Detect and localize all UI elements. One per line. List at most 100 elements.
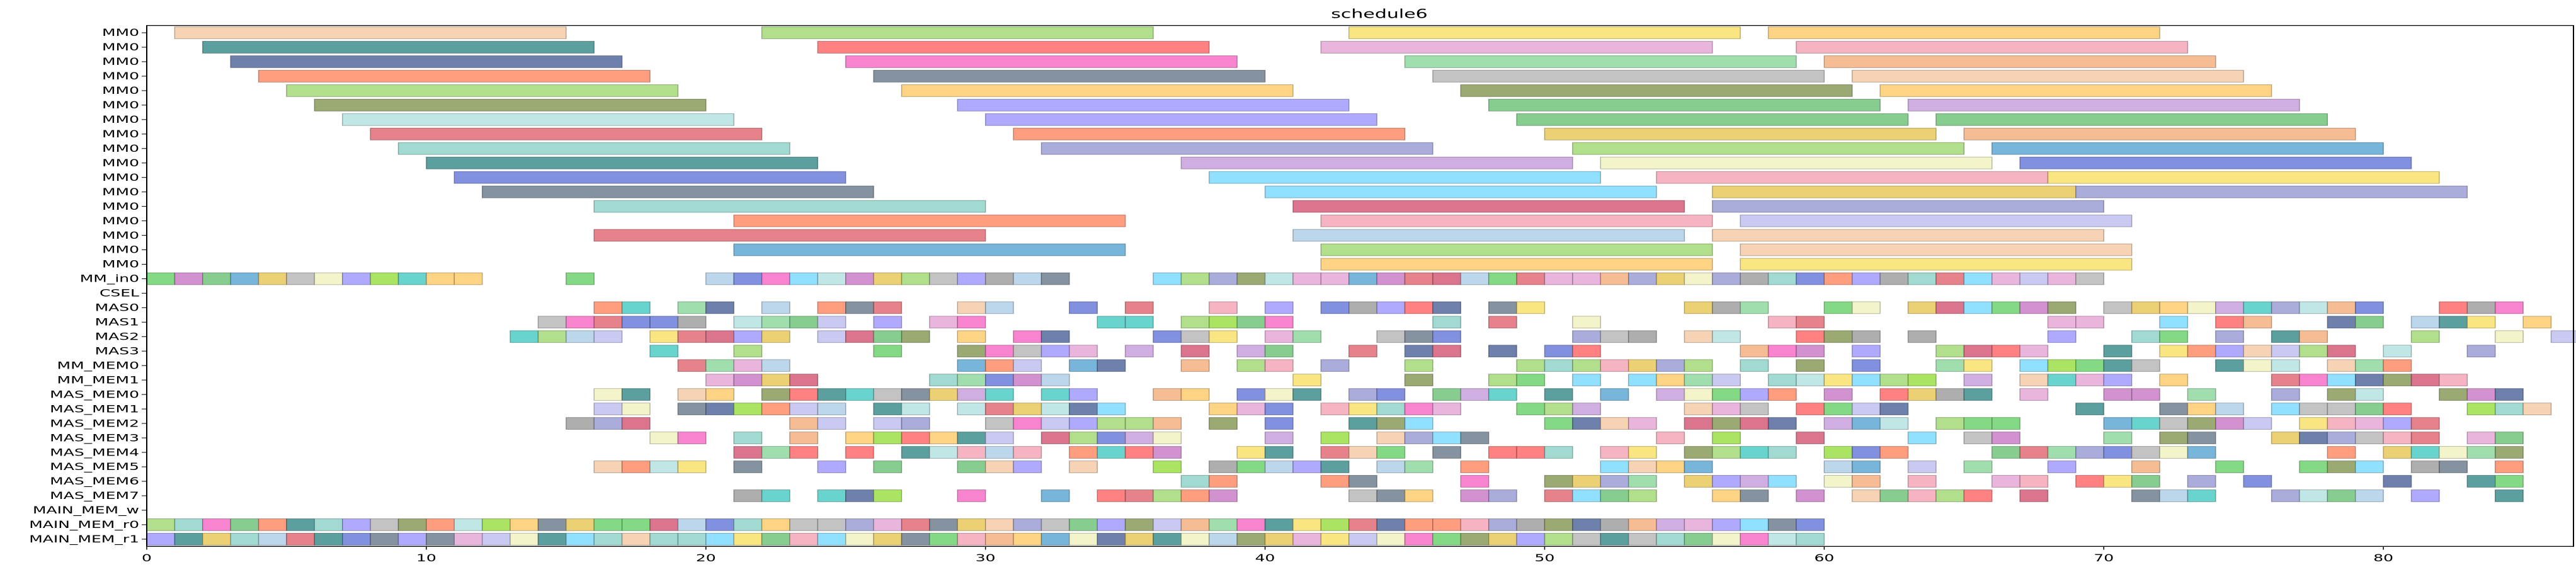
unit-op-bar: [2019, 374, 2049, 387]
unit-op-bar: [1153, 330, 1182, 343]
unit-op-bar: [1404, 330, 1433, 343]
main-mem-op-bar: [1013, 532, 1042, 546]
unit-op-bar: [2159, 403, 2189, 416]
unit-op-bar: [2075, 403, 2104, 416]
main-mem-op-bar: [1292, 518, 1322, 531]
unit-op-bar: [873, 330, 903, 343]
mm0-op-bar: [230, 55, 623, 68]
main-mem-op-bar: [1124, 532, 1154, 546]
unit-op-bar: [1823, 388, 1853, 401]
unit-op-bar: [1935, 345, 1965, 358]
unit-op-bar: [2271, 490, 2300, 502]
mm-in0-op-bar: [901, 272, 930, 285]
unit-op-bar: [2439, 316, 2468, 329]
unit-op-bar: [1124, 490, 1154, 502]
mm-in0-op-bar: [1767, 272, 1797, 285]
unit-op-bar: [2327, 374, 2356, 387]
unit-op-bar: [2327, 461, 2356, 473]
mm-in0-op-bar: [1852, 272, 1881, 285]
unit-op-bar: [1544, 417, 1573, 430]
mm-in0-op-bar: [1935, 272, 1965, 285]
main-mem-op-bar: [481, 532, 511, 546]
unit-op-bar: [1627, 475, 1657, 488]
main-mem-op-bar: [342, 532, 371, 546]
unit-op-bar: [2495, 388, 2524, 401]
main-mem-op-bar: [677, 532, 707, 546]
mm-in0-op-bar: [845, 272, 874, 285]
unit-op-bar: [1684, 446, 1713, 459]
main-mem-op-bar: [1124, 518, 1154, 531]
unit-op-bar: [2103, 432, 2133, 444]
unit-op-bar: [1376, 432, 1406, 444]
unit-op-bar: [2355, 417, 2384, 430]
unit-op-bar: [1656, 388, 1685, 401]
unit-op-bar: [1013, 417, 1042, 430]
unit-op-bar: [1013, 330, 1042, 343]
y-tick-label: MAS_MEM6: [50, 475, 139, 488]
unit-op-bar: [1264, 316, 1294, 329]
unit-op-bar: [2103, 345, 2133, 358]
main-mem-op-bar: [1236, 518, 1266, 531]
mm-in0-op-bar: [2019, 272, 2049, 285]
unit-op-bar: [984, 374, 1014, 387]
unit-op-bar: [1572, 359, 1601, 372]
unit-op-bar: [2159, 432, 2189, 444]
main-mem-op-bar: [1209, 532, 1238, 546]
y-tick-label: MM0: [102, 142, 139, 154]
x-tick-label: 50: [1535, 551, 1555, 563]
unit-op-bar: [817, 316, 846, 329]
mm0-op-bar: [314, 98, 707, 112]
unit-op-bar: [1013, 403, 1042, 416]
unit-op-bar: [1879, 446, 1909, 459]
y-tick-label: MM0: [102, 229, 139, 241]
main-mem-op-bar: [1740, 518, 1769, 531]
unit-op-bar: [1097, 403, 1126, 416]
unit-op-bar: [789, 374, 819, 387]
unit-op-bar: [1264, 432, 1294, 444]
unit-op-bar: [1236, 359, 1266, 372]
unit-op-bar: [677, 330, 707, 343]
mm0-op-bar: [1712, 200, 2104, 213]
main-mem-op-bar: [1767, 518, 1797, 531]
mm0-op-bar: [1180, 156, 1573, 169]
unit-op-bar: [761, 330, 790, 343]
unit-op-bar: [1124, 446, 1154, 459]
unit-op-bar: [1767, 316, 1797, 329]
unit-op-bar: [1991, 432, 2020, 444]
unit-op-bar: [1209, 490, 1238, 502]
unit-op-bar: [2131, 461, 2160, 473]
main-mem-op-bar: [1376, 532, 1406, 546]
mm-in0-op-bar: [1991, 272, 2020, 285]
mm0-op-bar: [1823, 55, 2216, 68]
unit-op-bar: [2159, 374, 2189, 387]
main-mem-op-bar: [621, 532, 651, 546]
unit-op-bar: [677, 432, 707, 444]
main-mem-op-bar: [901, 518, 930, 531]
unit-op-bar: [733, 403, 763, 416]
mm0-op-bar: [1907, 98, 2300, 112]
mm-in0-op-bar: [1348, 272, 1377, 285]
unit-op-bar: [1320, 432, 1350, 444]
unit-op-bar: [1572, 403, 1601, 416]
mm0-op-bar: [426, 156, 819, 169]
mm0-op-bar: [202, 41, 595, 54]
unit-op-bar: [1320, 461, 1350, 473]
main-mem-op-bar: [1544, 532, 1573, 546]
unit-op-bar: [2047, 374, 2077, 387]
x-tick-label: 10: [416, 551, 436, 563]
unit-op-bar: [901, 403, 930, 416]
main-mem-op-bar: [230, 532, 259, 546]
unit-op-bar: [1124, 301, 1154, 314]
mm0-op-bar: [1963, 127, 2356, 140]
unit-op-bar: [1320, 301, 1350, 314]
mm0-op-bar: [1740, 214, 2133, 227]
y-tick-label: MAS_MEM4: [50, 446, 139, 459]
mm-in0-op-bar: [705, 272, 734, 285]
main-mem-op-bar: [1460, 532, 1490, 546]
main-mem-op-bar: [789, 518, 819, 531]
unit-op-bar: [1348, 475, 1377, 488]
main-mem-op-bar: [733, 532, 763, 546]
main-mem-op-bar: [1684, 532, 1713, 546]
main-mem-op-bar: [1516, 518, 1546, 531]
y-tick-label: MM_in0: [80, 272, 139, 285]
